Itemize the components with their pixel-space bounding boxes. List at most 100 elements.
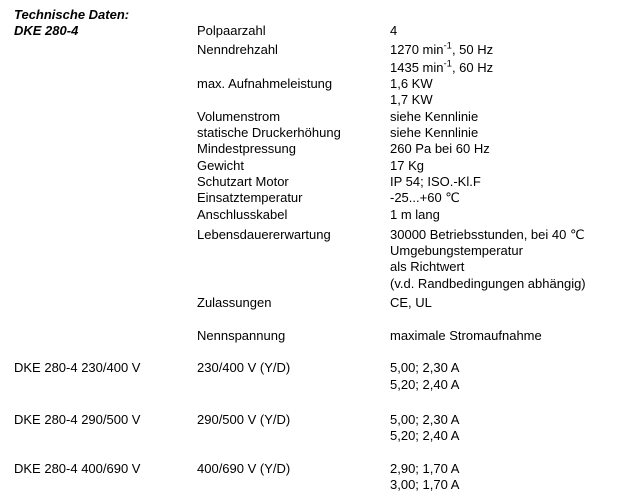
variant-current-2: 5,20; 2,40 A	[390, 428, 460, 444]
spacer	[14, 428, 197, 444]
spacer	[14, 174, 197, 190]
variant-row-230-400-2: 5,20; 2,40 A	[14, 377, 643, 393]
page-title: Technische Daten:	[14, 7, 130, 22]
variant-name: DKE 280-4 290/500 V	[14, 412, 141, 428]
spacer	[14, 141, 197, 157]
variant-current-1: 5,00; 2,30 A	[390, 412, 460, 428]
superscript-exponent: -1	[443, 58, 452, 70]
spec-value-mindestpressung: 260 Pa bei 60 Hz	[390, 141, 490, 157]
spacer	[14, 190, 197, 206]
spacer	[14, 125, 197, 141]
spec-value-anschlusskabel: 1 m lang	[390, 206, 440, 222]
spacer	[14, 311, 643, 327]
spacer	[197, 377, 390, 393]
spec-label-gewicht: Gewicht	[197, 157, 244, 173]
spec-row-nenndrehzahl: Nenndrehzahl 1270 min-1, 50 Hz	[14, 41, 643, 58]
spec-label-einsatztemperatur: Einsatztemperatur	[197, 190, 303, 206]
model-name: DKE 280-4	[14, 23, 79, 39]
variant-voltage: 230/400 V (Y/D)	[197, 360, 291, 376]
spec-value-lebensdauer-1: 30000 Betriebsstunden, bei 40 ℃	[390, 226, 585, 242]
spec-label-zulassungen: Zulassungen	[197, 295, 272, 311]
spacer	[14, 243, 197, 259]
spec-value-nenndrehzahl-50hz: 1270 min-1, 50 Hz	[390, 41, 643, 58]
variant-current-2: 3,00; 1,70 A	[390, 477, 460, 493]
spec-value-aufnahmeleistung-60hz: 1,7 KW	[390, 92, 433, 108]
spacer	[14, 109, 197, 125]
spacer	[14, 42, 197, 58]
variant-row-400-690-2: 3,00; 1,70 A	[14, 477, 643, 493]
title-row: Technische Daten:	[14, 7, 643, 23]
spacer	[14, 377, 197, 393]
spacer	[14, 259, 197, 275]
spacer	[14, 295, 197, 311]
spec-row-aufnahmeleistung-2: 1,7 KW	[14, 92, 643, 108]
spec-value-aufnahmeleistung-50hz: 1,6 KW	[390, 76, 433, 92]
spec-label-druckerhoehung: statische Druckerhöhung	[197, 125, 341, 141]
spec-row-lebensdauer-2: Umgebungstemperatur	[14, 243, 643, 259]
spec-value-lebensdauer-3: als Richtwert	[390, 259, 465, 275]
spec-row-lebensdauer: Lebensdauererwartung 30000 Betriebsstund…	[14, 227, 643, 243]
spacer	[14, 328, 197, 344]
spec-label-mindestpressung: Mindestpressung	[197, 141, 296, 157]
spacer	[197, 243, 390, 259]
spec-row-polpaarzahl: DKE 280-4 Polpaarzahl 4	[14, 23, 643, 39]
spec-value-polpaarzahl: 4	[390, 23, 398, 39]
spec-value-einsatztemperatur: -25...+60 ℃	[390, 190, 460, 206]
spacer	[197, 60, 390, 76]
variant-row-230-400: DKE 280-4 230/400 V 230/400 V (Y/D) 5,00…	[14, 360, 643, 376]
spacer	[14, 445, 643, 461]
variant-name: DKE 280-4 230/400 V	[14, 360, 141, 376]
variant-row-400-690: DKE 280-4 400/690 V 400/690 V (Y/D) 2,90…	[14, 461, 643, 477]
rpm-unit-tail: , 60 Hz	[451, 59, 494, 75]
spacer	[14, 276, 197, 292]
spec-row-einsatztemperatur: Einsatztemperatur -25...+60 ℃	[14, 190, 643, 206]
spacer	[14, 60, 197, 76]
variant-current-1: 2,90; 1,70 A	[390, 461, 460, 477]
variant-name: DKE 280-4 400/690 V	[14, 461, 141, 477]
spec-row-druckerhoehung: statische Druckerhöhung siehe Kennlinie	[14, 125, 643, 141]
spec-row-aufnahmeleistung: max. Aufnahmeleistung 1,6 KW	[14, 76, 643, 92]
spacer	[14, 207, 197, 223]
spec-value-lebensdauer-4: (v.d. Randbedingungen abhängig)	[390, 275, 586, 291]
spacer	[14, 477, 197, 493]
variant-voltage: 400/690 V (Y/D)	[197, 461, 291, 477]
spec-value-zulassungen: CE, UL	[390, 295, 432, 311]
variant-table-header: Nennspannung maximale Stromaufnahme	[14, 328, 643, 344]
variant-voltage: 290/500 V (Y/D)	[197, 412, 291, 428]
spec-label-aufnahmeleistung: max. Aufnahmeleistung	[197, 76, 333, 92]
spec-row-volumenstrom: Volumenstrom siehe Kennlinie	[14, 109, 643, 125]
spacer	[14, 92, 197, 108]
variant-row-290-500-2: 5,20; 2,40 A	[14, 428, 643, 444]
spacer	[197, 428, 390, 444]
spec-label-anschlusskabel: Anschlusskabel	[197, 206, 288, 222]
spec-row-lebensdauer-3: als Richtwert	[14, 259, 643, 275]
spacer	[197, 477, 390, 493]
rpm-unit-tail: , 50 Hz	[451, 41, 494, 57]
spacer	[14, 76, 197, 92]
spacer	[14, 344, 643, 360]
spec-row-schutzart: Schutzart Motor IP 54; ISO.-Kl.F	[14, 174, 643, 190]
variant-current-2: 5,20; 2,40 A	[390, 376, 460, 392]
spec-label-polpaarzahl: Polpaarzahl	[197, 23, 266, 39]
spec-label-volumenstrom: Volumenstrom	[197, 108, 281, 124]
spec-row-mindestpressung: Mindestpressung 260 Pa bei 60 Hz	[14, 141, 643, 157]
spec-row-anschlusskabel: Anschlusskabel 1 m lang	[14, 207, 643, 223]
spec-row-lebensdauer-4: (v.d. Randbedingungen abhängig)	[14, 276, 643, 292]
spacer	[14, 227, 197, 243]
column-header-stromaufnahme: maximale Stromaufnahme	[390, 327, 542, 343]
spec-value-schutzart: IP 54; ISO.-Kl.F	[390, 173, 481, 189]
spec-row-nenndrehzahl-2: 1435 min-1, 60 Hz	[14, 58, 643, 76]
spec-label-lebensdauer: Lebensdauererwartung	[197, 226, 331, 242]
spec-value-lebensdauer-2: Umgebungstemperatur	[390, 243, 523, 259]
spec-row-zulassungen: Zulassungen CE, UL	[14, 295, 643, 311]
spec-value-nenndrehzahl-60hz: 1435 min-1, 60 Hz	[390, 58, 643, 76]
spec-label-nenndrehzahl: Nenndrehzahl	[197, 41, 278, 57]
spec-value-druckerhoehung: siehe Kennlinie	[390, 125, 479, 141]
spec-value-volumenstrom: siehe Kennlinie	[390, 108, 479, 124]
spec-value-gewicht: 17 Kg	[390, 157, 424, 173]
spec-label-schutzart: Schutzart Motor	[197, 173, 289, 189]
spacer	[14, 393, 643, 409]
variant-row-290-500: DKE 280-4 290/500 V 290/500 V (Y/D) 5,00…	[14, 412, 643, 428]
spacer	[197, 259, 390, 275]
